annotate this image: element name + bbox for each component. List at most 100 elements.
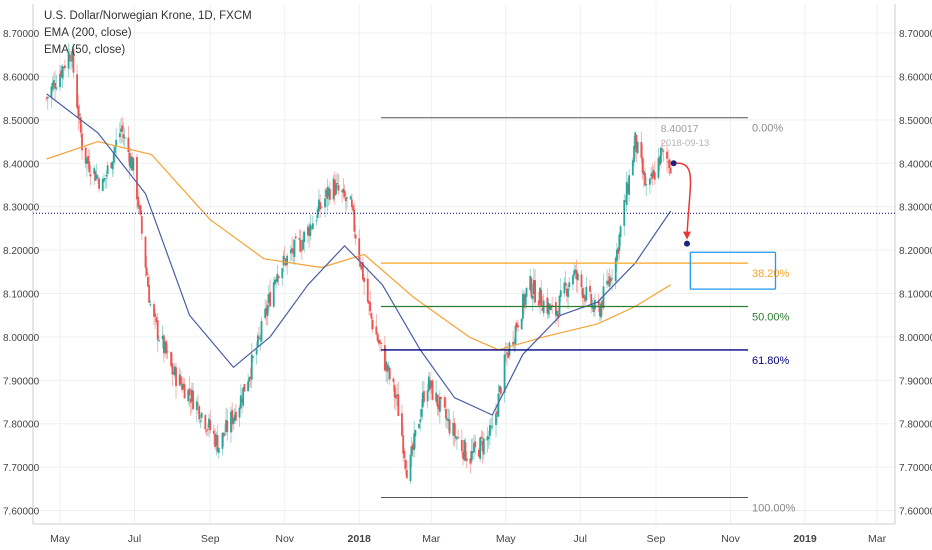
x-tick-label: 2019 [793, 533, 817, 545]
projection-arrow [673, 162, 692, 238]
candle-up [524, 294, 527, 305]
candle-up [250, 354, 253, 380]
candle-up [303, 231, 306, 242]
candle-up [114, 146, 116, 153]
candle-down [617, 248, 620, 254]
candle-down [551, 305, 554, 307]
candle-down [204, 415, 207, 430]
x-tick-label: Mar [422, 533, 441, 545]
candle-up [118, 133, 121, 138]
candle-down [165, 341, 168, 354]
candle-up [191, 389, 193, 402]
candle-down [87, 156, 89, 164]
x-tick-label: Nov [275, 533, 294, 545]
candle-up [489, 424, 491, 437]
candle-down [154, 313, 157, 317]
candle-down [79, 117, 82, 133]
candle-up [195, 401, 198, 411]
candle-down [667, 161, 670, 163]
candle-down [523, 294, 525, 306]
candle-up [532, 280, 535, 295]
candle-up [264, 308, 267, 318]
y-tick-label-left: 8.50000 [3, 116, 40, 127]
candle-down [453, 422, 456, 437]
candle-up [93, 168, 96, 174]
candle-down [249, 376, 252, 379]
candle-down [383, 345, 386, 371]
candle-down [319, 202, 322, 210]
candle-up [111, 161, 114, 170]
candle-up [625, 182, 628, 205]
projection-end-dot [684, 240, 690, 247]
candle-down [601, 300, 604, 308]
candle-up [50, 86, 53, 98]
candle-up [482, 438, 485, 455]
candle-up [421, 392, 424, 408]
candle-down [258, 336, 260, 338]
fib-level-label: 50.00% [752, 312, 790, 324]
candle-up [659, 147, 662, 164]
candle-up [103, 178, 105, 182]
candle-up [115, 140, 118, 147]
x-tick-label: Jul [128, 533, 141, 545]
candle-down [448, 419, 451, 434]
candle-up [239, 395, 242, 409]
candle-up [52, 80, 55, 86]
y-tick-label-right: 7.90000 [899, 376, 932, 387]
candle-down [481, 440, 484, 452]
candle-down [440, 397, 442, 399]
candle-up [495, 413, 497, 425]
candle-down [128, 153, 131, 166]
candle-down [437, 404, 440, 410]
candle-up [123, 137, 126, 139]
candle-down [589, 285, 591, 292]
candle-down [530, 278, 533, 298]
candle-up [318, 199, 320, 212]
candle-up [349, 196, 352, 200]
candle-down [644, 172, 646, 186]
candle-down [581, 288, 584, 299]
candle-down [172, 371, 175, 375]
candle-down [640, 141, 643, 158]
candle-up [247, 381, 249, 391]
candle-up [309, 224, 312, 237]
y-tick-label-left: 8.40000 [3, 159, 40, 170]
candle-down [358, 238, 361, 260]
candle-down [366, 278, 369, 303]
candle-up [272, 282, 275, 307]
candle-up [71, 50, 74, 62]
candle-down [557, 314, 560, 318]
candle-down [393, 385, 396, 398]
candle-down [148, 285, 151, 303]
candle-up [346, 197, 348, 199]
candle-up [514, 325, 517, 345]
x-tick-label: May [496, 533, 517, 545]
candle-down [380, 342, 383, 344]
candle-up [223, 434, 226, 436]
candle-up [281, 268, 284, 279]
projection-start-dot [670, 160, 677, 167]
candle-down [607, 280, 610, 285]
candle-down [597, 301, 600, 306]
candle-down [363, 277, 366, 282]
y-tick-label-left: 7.70000 [3, 463, 40, 474]
candle-up [336, 183, 339, 185]
candle-up [104, 177, 107, 180]
candle-down [308, 227, 311, 237]
candle-down [580, 274, 583, 288]
candle-down [81, 133, 83, 151]
candle-up [550, 306, 552, 311]
candle-down [206, 428, 209, 430]
candle-up [105, 174, 108, 177]
candle-down [565, 288, 568, 296]
candle-down [212, 430, 215, 434]
candle-up [558, 295, 561, 316]
candle-up [315, 220, 318, 222]
candle-down [209, 420, 212, 431]
candle-down [462, 452, 464, 459]
candle-up [248, 377, 251, 382]
candle-down [506, 352, 508, 354]
candle-up [573, 270, 576, 276]
candle-up [418, 423, 420, 429]
